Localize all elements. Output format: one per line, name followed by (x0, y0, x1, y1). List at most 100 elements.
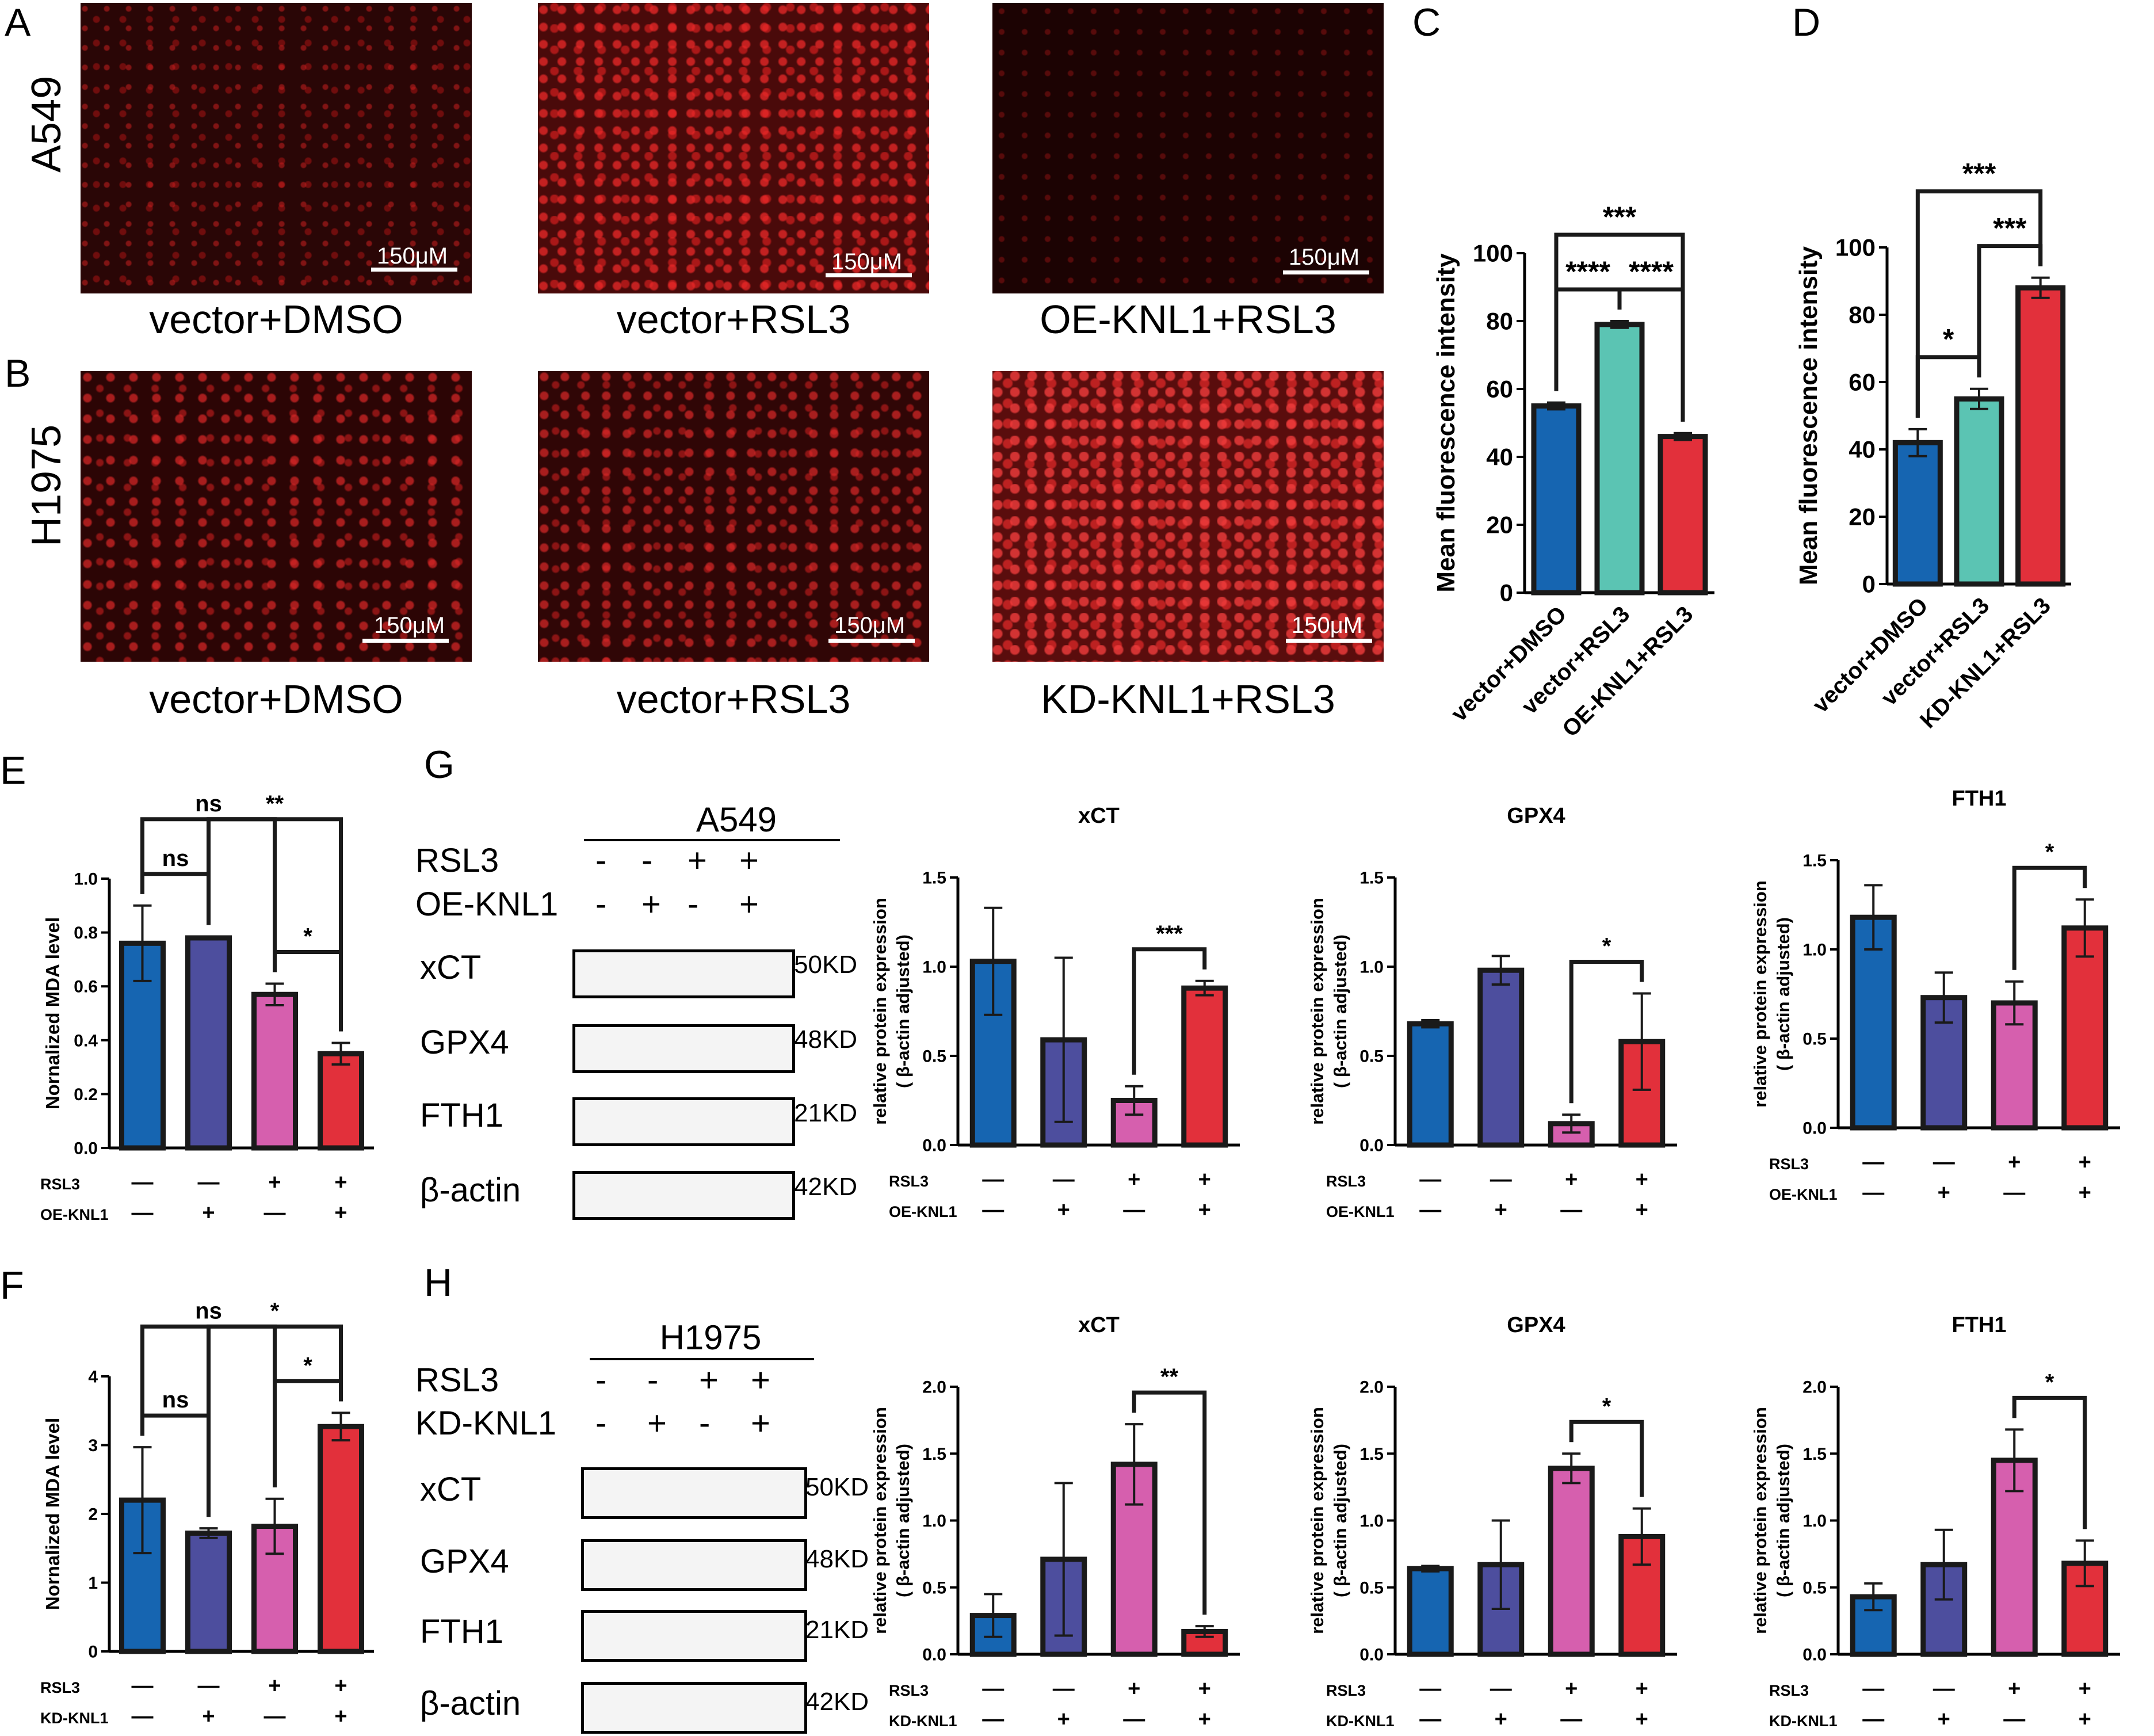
condition-sign: + (1128, 1167, 1140, 1192)
fluorescent-cells (538, 3, 929, 293)
wb-sign: + (751, 1361, 770, 1399)
y-tick-label: 0.0 (922, 1136, 946, 1155)
condition-sign: + (2079, 1677, 2091, 1701)
panel-letter-h: H (424, 1261, 453, 1304)
significance-label: *** (1603, 201, 1637, 233)
significance-label: * (270, 1298, 280, 1323)
condition-sign: + (202, 1201, 215, 1225)
micrograph-a-vector-rsl3: 150μM (538, 3, 929, 293)
significance-bracket (1554, 232, 1685, 422)
blot-beta-actin (581, 1682, 807, 1734)
condition-sign: + (1128, 1677, 1140, 1701)
wb-protein-label: GPX4 (420, 1024, 509, 1061)
scale-bar-label: 150μM (1292, 613, 1363, 638)
condition-sign: — (132, 1201, 154, 1225)
y-tick-label: 0.0 (1359, 1136, 1384, 1155)
wb-row-label-rsl3: RSL3 (415, 842, 499, 879)
condition-label: OE-KNL1 (1326, 1203, 1395, 1220)
condition-sign: + (2079, 1707, 2091, 1731)
scale-bar-label: 150μM (834, 613, 906, 638)
scale-bar-label: 150μM (374, 613, 445, 638)
western-blot-h: H1975 RSL3 KD-KNL1 - - + + - + - + xCT G… (403, 1318, 869, 1734)
y-tick-label: 0.8 (74, 924, 98, 943)
condition-label: KD-KNL1 (1769, 1712, 1838, 1730)
chart-title: FTH1 (1952, 787, 2007, 811)
panel-letter-f: F (0, 1264, 24, 1307)
panel-letter-a: A (5, 1, 31, 44)
y-tick-label: 60 (1849, 369, 1876, 396)
panel-letter-d: D (1792, 1, 1821, 44)
y-axis-label: relative protein expression (1750, 1407, 1770, 1634)
y-axis-label: Mean fluorescence intensity (1432, 253, 1460, 593)
chart-h-gpx4: 0.0 0.5 1.0 1.5 2.0 relative protein expressi… (1307, 1313, 1677, 1731)
significance-label: ** (1160, 1364, 1179, 1390)
y-tick-label: 2.0 (1359, 1378, 1384, 1397)
y-tick-label: 1.0 (922, 958, 946, 977)
condition-label-rsl3: RSL3 (889, 1173, 929, 1190)
significance-bracket (2012, 865, 2087, 970)
y-axis-label-secondary: ( β-actin adjusted) (893, 1444, 913, 1597)
fluorescent-cells (81, 3, 472, 293)
significance-label: ns (162, 846, 189, 871)
condition-sign: — (1053, 1167, 1075, 1192)
scale-bar (1283, 270, 1369, 274)
condition-sign: — (198, 1170, 220, 1195)
condition-sign: — (982, 1677, 1004, 1701)
condition-sign: + (1198, 1707, 1211, 1731)
wb-cell-line: H1975 (659, 1318, 762, 1357)
condition-label: KD-KNL1 (40, 1710, 109, 1727)
panel-letter-g: G (424, 743, 455, 787)
significance-bracket (1569, 960, 1644, 1104)
y-tick-label: 1.5 (922, 869, 946, 888)
condition-label-rsl3: RSL3 (40, 1679, 80, 1696)
condition-sign: + (334, 1170, 347, 1195)
wb-protein-label: β-actin (420, 1685, 521, 1722)
condition-sign: — (1933, 1150, 1955, 1174)
wb-sign: + (699, 1361, 719, 1399)
significance-label: *** (1993, 212, 2027, 245)
y-tick-label: 1 (88, 1574, 98, 1593)
micrograph-b-kd-knl1-rsl3: 150μM (992, 371, 1384, 662)
significance-label: **** (1629, 255, 1674, 288)
y-tick-label: 3 (88, 1436, 98, 1455)
caption-b-1: vector+DMSO (149, 677, 403, 722)
wb-sign: - (595, 842, 607, 879)
caption-a-2: vector+RSL3 (616, 297, 851, 342)
condition-sign: + (1636, 1677, 1648, 1701)
significance-label: * (2045, 1369, 2054, 1395)
significance-label: ns (162, 1387, 189, 1413)
y-axis-label-secondary: ( β-actin adjusted) (1773, 917, 1793, 1071)
y-tick-label: 0 (88, 1643, 98, 1662)
wb-size-label: 48KD (805, 1545, 869, 1573)
bar (1594, 322, 1645, 596)
y-tick-label: 20 (1849, 503, 1876, 531)
y-axis-label: relative protein expression (870, 1407, 890, 1634)
wb-sign: - (595, 1405, 607, 1442)
bar (1477, 967, 1525, 1148)
condition-sign: + (202, 1704, 215, 1729)
condition-sign: + (1198, 1167, 1211, 1192)
bar (1954, 396, 2004, 587)
scale-bar-label: 150μM (377, 243, 448, 269)
condition-sign: — (2003, 1181, 2025, 1205)
scale-bar-label: 150μM (1289, 245, 1360, 270)
blot-gpx4 (572, 1024, 795, 1073)
wb-protein-label: FTH1 (420, 1613, 503, 1650)
caption-b-2: vector+RSL3 (616, 677, 851, 722)
wb-size-label: 48KD (794, 1025, 858, 1054)
y-axis-label-secondary: ( β-actin adjusted) (893, 934, 913, 1088)
y-tick-label: 0.6 (74, 978, 98, 997)
micrograph-a-oe-knl1-rsl3: 150μM (992, 3, 1384, 293)
significance-label: * (2045, 840, 2054, 865)
condition-sign: — (1862, 1181, 1884, 1205)
condition-sign: + (2079, 1181, 2091, 1205)
condition-label-rsl3: RSL3 (1326, 1682, 1366, 1699)
scale-bar (826, 273, 912, 277)
bar (1657, 434, 1708, 596)
condition-sign: + (1636, 1707, 1648, 1731)
y-tick-label: 0.5 (1802, 1578, 1827, 1597)
y-tick-label: 0.0 (1802, 1646, 1827, 1665)
y-tick-label: 0 (1500, 579, 1513, 606)
chart-h-xct: 0.0 0.5 1.0 1.5 2.0 relative protein expressi… (870, 1313, 1240, 1731)
condition-label-rsl3: RSL3 (1326, 1173, 1366, 1190)
